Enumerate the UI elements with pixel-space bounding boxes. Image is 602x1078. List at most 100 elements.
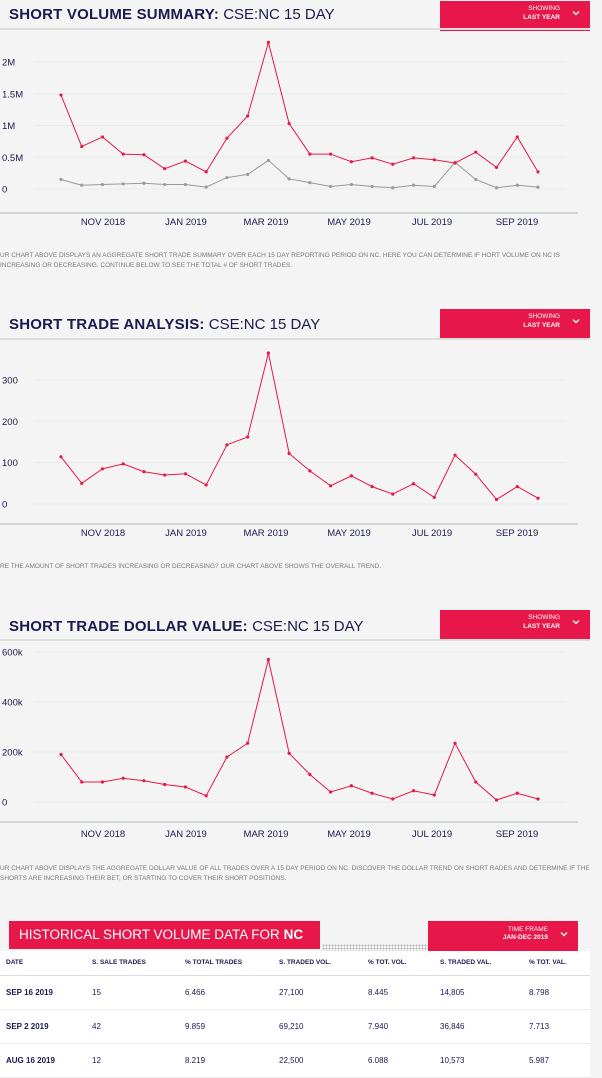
data-point bbox=[432, 793, 436, 797]
table-row[interactable]: AUG 16 2019 12 8.219 22,500 6.088 10,573… bbox=[0, 1044, 590, 1078]
data-point bbox=[121, 462, 125, 466]
table-row[interactable]: SEP 16 2019 15 6.466 27,100 8.445 14,805… bbox=[0, 976, 590, 1010]
data-point bbox=[204, 170, 208, 174]
data-point bbox=[204, 794, 208, 798]
data-point bbox=[329, 184, 333, 189]
divider bbox=[0, 28, 590, 30]
chevron-down-icon bbox=[572, 319, 580, 324]
column-header: S. TRADED VAL. bbox=[440, 959, 492, 966]
x-tick-label: MAR 2019 bbox=[244, 528, 289, 539]
x-tick-label: MAR 2019 bbox=[244, 829, 289, 840]
x-tick-label: MAY 2019 bbox=[327, 217, 370, 228]
short-dollar-section: SHORT TRADE DOLLAR VALUE: CSE:NC 15 DAY … bbox=[0, 609, 602, 889]
cell-sale-trades: 42 bbox=[92, 1022, 101, 1031]
data-point bbox=[287, 122, 291, 126]
data-point bbox=[163, 473, 167, 477]
data-point bbox=[515, 485, 519, 489]
short-trade-section: SHORT TRADE ANALYSIS: CSE:NC 15 DAY SHOW… bbox=[0, 308, 602, 578]
data-point bbox=[329, 790, 333, 794]
data-point bbox=[246, 172, 250, 176]
data-point bbox=[308, 469, 312, 473]
timeframe-dropdown[interactable]: SHOWING LAST YEAR bbox=[440, 309, 590, 339]
data-point bbox=[391, 797, 395, 801]
data-point bbox=[474, 472, 478, 476]
x-tick-label: SEP 2019 bbox=[496, 528, 539, 539]
history-table: DATE S. SALE TRADES % TOTAL TRADES S. TR… bbox=[0, 951, 590, 1078]
data-point bbox=[100, 182, 105, 187]
series-line bbox=[60, 159, 539, 189]
data-point bbox=[100, 467, 105, 471]
y-tick-label: 200 bbox=[2, 417, 18, 428]
data-point bbox=[163, 782, 167, 787]
cell-pct-trades: 8.219 bbox=[185, 1056, 206, 1065]
short-volume-chart: 0 0.5M 1M 1.5M 2M NOV 2018 JAN 2019 MAR 2019 MAY… bbox=[0, 40, 578, 228]
cell-pct-vol: 6.088 bbox=[368, 1056, 389, 1065]
showing-label: SHOWING bbox=[528, 614, 560, 621]
x-tick-label: JAN 2019 bbox=[165, 829, 207, 840]
x-tick-label: MAY 2019 bbox=[327, 528, 370, 539]
cell-pct-vol: 8.445 bbox=[368, 988, 389, 997]
x-tick-label: NOV 2018 bbox=[81, 829, 125, 840]
data-point bbox=[183, 182, 188, 187]
section-title-bold: SHORT TRADE DOLLAR VALUE: bbox=[9, 618, 248, 635]
dotted-divider bbox=[322, 944, 428, 952]
y-tick-label: 1.5M bbox=[2, 89, 23, 100]
timeframe-dropdown[interactable]: SHOWING LAST YEAR bbox=[440, 1, 590, 31]
section-title-symbol: CSE:NC 15 DAY bbox=[223, 6, 335, 23]
data-point bbox=[163, 167, 167, 171]
cell-traded-val: 10,573 bbox=[440, 1056, 465, 1065]
timeframe-label: TIME FRAME bbox=[507, 926, 548, 933]
x-tick-label: JUL 2019 bbox=[412, 829, 452, 840]
section-title-bold: SHORT TRADE ANALYSIS: bbox=[9, 316, 205, 333]
cell-traded-val: 36,846 bbox=[440, 1022, 465, 1031]
data-point bbox=[370, 156, 374, 160]
series-line bbox=[60, 659, 539, 801]
data-point bbox=[515, 791, 519, 795]
data-point bbox=[515, 135, 519, 139]
data-point bbox=[266, 40, 270, 44]
x-tick-label: SEP 2019 bbox=[496, 829, 539, 840]
data-point bbox=[453, 453, 457, 457]
column-header: S. TRADED VOL. bbox=[279, 959, 332, 966]
cell-traded-val: 14,805 bbox=[440, 988, 465, 997]
timeframe-dropdown[interactable]: SHOWING LAST YEAR bbox=[440, 610, 590, 640]
data-point bbox=[266, 657, 270, 662]
chart-caption: UR CHART ABOVE DISPLAYS AN AGGREGATE SHO… bbox=[0, 252, 560, 269]
section-title: SHORT VOLUME SUMMARY: CSE:NC 15 DAY bbox=[9, 6, 335, 23]
history-title-prefix: HISTORICAL SHORT VOLUME DATA FOR bbox=[19, 927, 280, 942]
short-volume-section: SHORT VOLUME SUMMARY: CSE:NC 15 DAY SHOW… bbox=[0, 0, 602, 280]
y-tick-label: 0.5M bbox=[2, 153, 23, 164]
section-title-bold: SHORT VOLUME SUMMARY: bbox=[9, 6, 220, 23]
x-tick-label: NOV 2018 bbox=[81, 217, 125, 228]
data-point bbox=[246, 435, 250, 439]
timeframe-value: JAN-DEC 2019 bbox=[502, 934, 548, 941]
data-point bbox=[183, 785, 188, 789]
data-point bbox=[391, 186, 395, 190]
data-point bbox=[474, 780, 478, 784]
data-point bbox=[121, 776, 125, 780]
data-point bbox=[59, 177, 63, 182]
data-point bbox=[349, 182, 353, 187]
data-point bbox=[246, 741, 250, 745]
data-point bbox=[474, 177, 478, 182]
cell-pct-vol: 7.940 bbox=[368, 1022, 389, 1031]
timeframe-dropdown[interactable]: TIME FRAME JAN-DEC 2019 bbox=[428, 921, 578, 951]
x-tick-label: JAN 2019 bbox=[165, 528, 207, 539]
data-point bbox=[349, 474, 353, 478]
y-tick-label: 100 bbox=[2, 458, 18, 469]
cell-date: SEP 16 2019 bbox=[6, 988, 54, 997]
data-point bbox=[536, 496, 540, 500]
table-row[interactable]: SEP 2 2019 42 9.859 69,210 7.940 36,846 … bbox=[0, 1010, 590, 1044]
column-header: % TOT. VOL. bbox=[368, 959, 407, 966]
data-point bbox=[183, 472, 188, 476]
section-title: SHORT TRADE ANALYSIS: CSE:NC 15 DAY bbox=[9, 316, 320, 333]
cell-pct-val: 8.798 bbox=[529, 988, 550, 997]
cell-pct-trades: 9.859 bbox=[185, 1022, 206, 1031]
data-point bbox=[204, 483, 208, 487]
data-point bbox=[536, 170, 540, 174]
data-point bbox=[411, 482, 416, 486]
chart-caption: RE THE AMOUNT OF SHORT TRADES INCREASING… bbox=[0, 563, 382, 570]
data-point bbox=[163, 182, 167, 187]
cell-traded-vol: 69,210 bbox=[279, 1022, 304, 1031]
showing-label: SHOWING bbox=[528, 313, 560, 320]
